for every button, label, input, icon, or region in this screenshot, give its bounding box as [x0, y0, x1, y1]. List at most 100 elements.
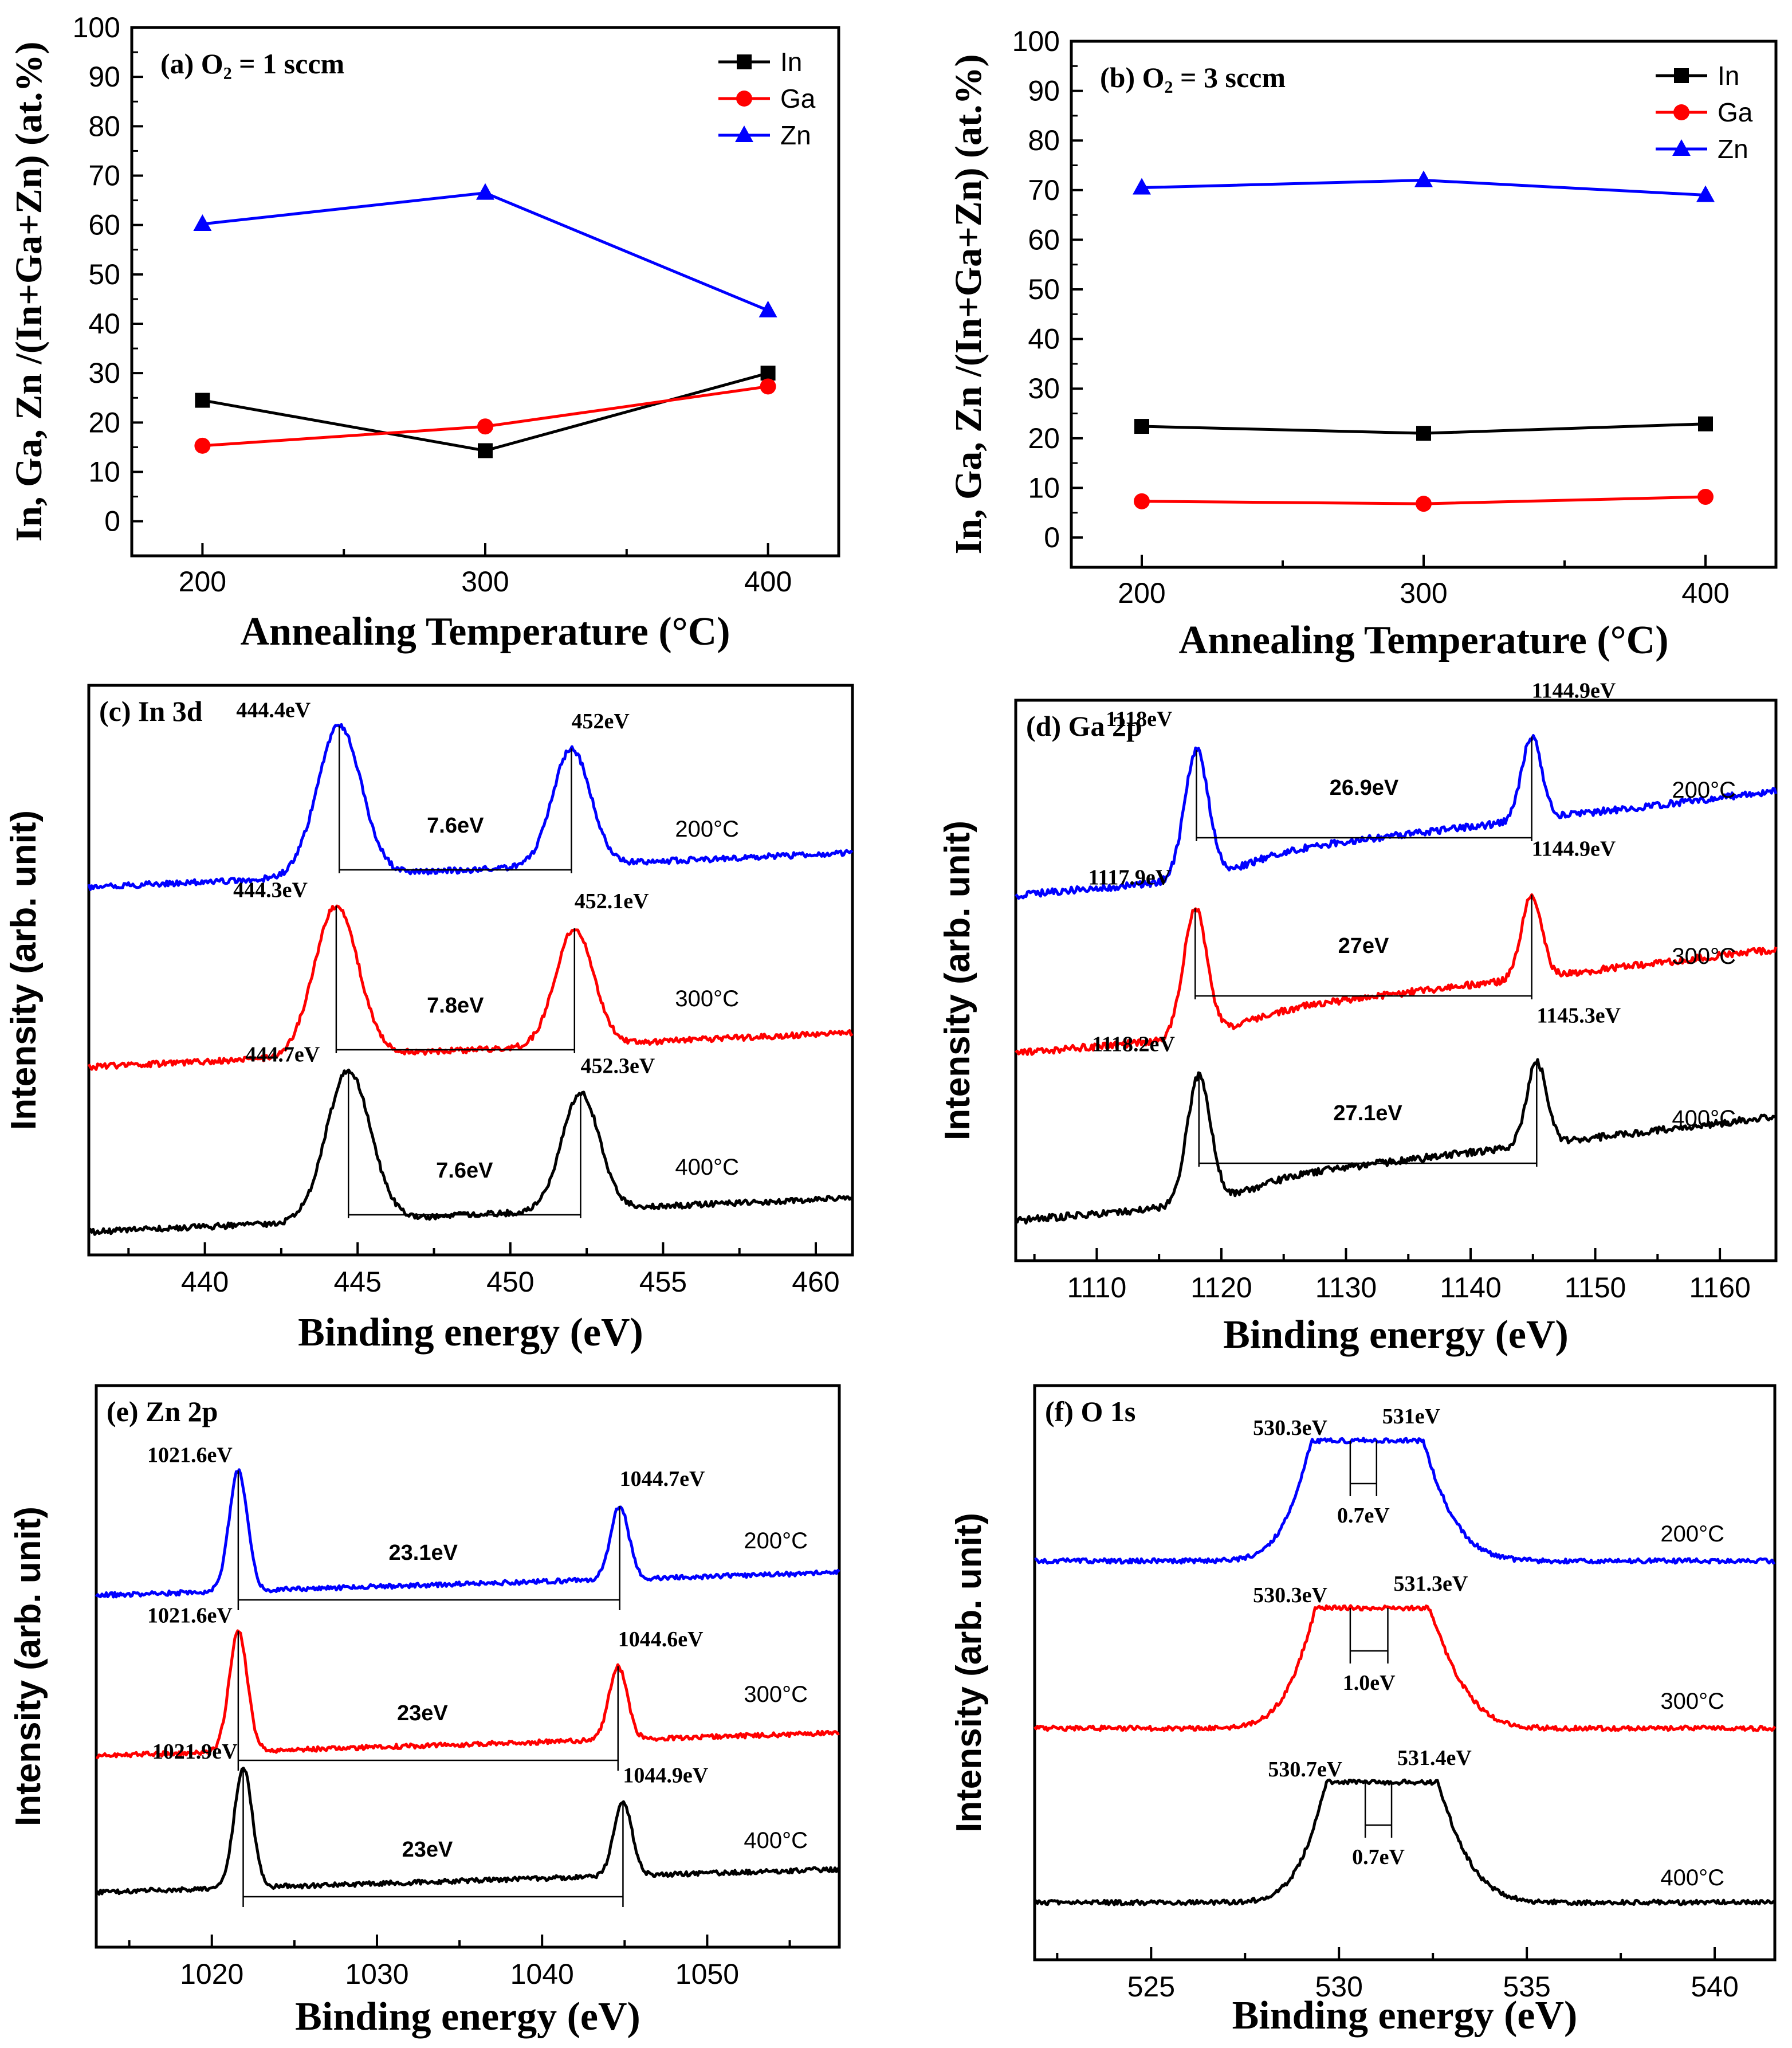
data-point	[1697, 489, 1714, 505]
x-tick-label: 1140	[1440, 1272, 1502, 1304]
y-tick-label: 60	[88, 209, 120, 241]
y-tick-label: 100	[73, 11, 120, 44]
spectrum-300C: 1.0eV 530.3eV 531.3eV 300°C	[1033, 1572, 1777, 1732]
series-in	[195, 366, 776, 458]
data-point	[1133, 178, 1151, 195]
temperature-label: 400°C	[1672, 1106, 1736, 1131]
spectrum-200C: 0.7eV 530.3eV 531eV 200°C	[1034, 1404, 1775, 1565]
data-point	[1134, 419, 1149, 434]
y-tick-label: 90	[1028, 75, 1060, 107]
panel-title: (f) O 1s	[1045, 1395, 1135, 1427]
separation-label: 23eV	[397, 1701, 448, 1725]
legend-label: In	[780, 47, 802, 77]
separation-label: 1.0eV	[1343, 1671, 1396, 1695]
spectrum-200C: 26.9eV 1118eV 1144.9eV 200°C	[1015, 678, 1778, 900]
x-tick-label: 1020	[180, 1958, 243, 1990]
y-axis-label: Intensity (arb. unit)	[938, 821, 977, 1140]
y-axis-label: In, Ga, Zn /(In+Ga+Zn) (at.%)	[948, 54, 989, 555]
data-point	[1698, 416, 1713, 431]
plot-frame	[1014, 699, 1778, 1262]
y-axis-label: Intensity (arb. unit)	[949, 1513, 989, 1833]
y-tick-label: 40	[88, 308, 120, 340]
legend: In Ga Zn	[718, 47, 816, 150]
spectrum-line	[1015, 893, 1778, 1056]
x-tick-label: 300	[1400, 577, 1447, 609]
x-tick-label: 400	[1681, 577, 1729, 609]
x-tick-label: 1130	[1315, 1272, 1377, 1304]
peak-label: 1021.6eV	[147, 1443, 233, 1467]
spectrum-line	[87, 723, 854, 891]
legend-label: In	[1718, 61, 1739, 91]
y-tick-label: 70	[1028, 174, 1060, 206]
peak-label: 1145.3eV	[1536, 1004, 1621, 1028]
separation-label: 23eV	[402, 1838, 453, 1862]
data-point	[1416, 496, 1432, 512]
y-tick-label: 20	[1028, 422, 1060, 454]
legend-marker	[1673, 104, 1689, 120]
y-tick-label: 10	[1028, 472, 1060, 504]
separation-label: 7.8eV	[427, 994, 484, 1018]
x-axis-label: Binding energy (eV)	[298, 1311, 643, 1355]
legend-label: Ga	[1718, 97, 1753, 127]
x-tick-label: 200	[179, 566, 226, 598]
spectrum-300C: 27eV 1117.9eV 1144.9eV 300°C	[1015, 837, 1778, 1056]
series-in	[1134, 416, 1713, 441]
separation-label: 23.1eV	[389, 1541, 458, 1565]
x-tick-label: 445	[333, 1266, 381, 1298]
data-point	[195, 393, 210, 408]
peak-label: 531.3eV	[1393, 1572, 1468, 1596]
y-tick-label: 40	[1028, 323, 1060, 355]
data-point	[759, 300, 777, 317]
data-point	[1134, 493, 1150, 509]
legend-marker	[1672, 139, 1691, 156]
data-point	[194, 437, 211, 454]
temperature-label: 300°C	[1672, 944, 1736, 969]
plot-frame	[95, 1384, 841, 1949]
x-tick-label: 540	[1691, 1971, 1738, 2003]
peak-label: 452.1eV	[575, 889, 649, 913]
separation-label: 7.6eV	[436, 1159, 493, 1183]
legend: In Ga Zn	[1656, 61, 1753, 164]
y-tick-label: 80	[88, 110, 120, 142]
separation-label: 27.1eV	[1333, 1101, 1402, 1125]
panel-a: 0 10 20 30 40 50 60 70 80 90 100 200 300 400 In Ga Zn (a)…	[8, 11, 840, 654]
legend-marker	[736, 91, 752, 107]
panel-title: (d) Ga 2p	[1026, 710, 1142, 742]
spectrum-200C: 7.6eV 444.4eV 452eV 200°C	[87, 698, 854, 891]
separation-label: 27eV	[1338, 934, 1389, 958]
temperature-label: 400°C	[744, 1828, 808, 1853]
spectrum-line	[1014, 1058, 1777, 1225]
x-tick-label: 200	[1118, 577, 1165, 609]
temperature-label: 300°C	[744, 1682, 808, 1707]
spectrum-line	[96, 1629, 840, 1759]
plot-frame	[87, 684, 854, 1257]
peak-label: 1044.9eV	[623, 1764, 708, 1788]
temperature-label: 200°C	[744, 1528, 808, 1553]
temperature-label: 200°C	[1660, 1521, 1724, 1547]
panel-title: (a) O₂ = 1 sccm	[160, 48, 344, 80]
panel-d: 1110 1120 1130 1140 1150 1160 26.9eV 1118eV 1144…	[938, 678, 1778, 1357]
y-tick-label: 0	[104, 505, 120, 537]
x-tick-label: 450	[486, 1266, 534, 1298]
y-tick-label: 60	[1028, 223, 1060, 256]
spectrum-400C: 27.1eV 1118.2eV 1145.3eV 400°C	[1014, 1004, 1777, 1225]
plot-frame	[1070, 40, 1778, 569]
separation-label: 26.9eV	[1330, 776, 1399, 800]
temperature-label: 300°C	[675, 986, 739, 1011]
peak-label: 530.3eV	[1253, 1583, 1327, 1607]
y-tick-label: 50	[88, 258, 120, 291]
panel-title: (c) In 3d	[99, 695, 203, 727]
x-tick-label: 460	[792, 1266, 839, 1298]
temperature-label: 200°C	[675, 817, 739, 842]
spectrum-300C: 7.8eV 444.3eV 452.1eV 300°C	[87, 878, 854, 1071]
x-axis-label: Binding energy (eV)	[1232, 1994, 1578, 2038]
y-tick-label: 20	[88, 406, 120, 438]
series-line	[202, 191, 769, 312]
plot-frame	[1033, 1384, 1777, 1961]
peak-label: 1144.9eV	[1532, 837, 1616, 861]
legend-marker	[1674, 68, 1689, 83]
panel-e: 1020 1030 1040 1050 23.1eV 1021.6eV 1044.7eV 20…	[9, 1384, 841, 2039]
x-tick-label: 1150	[1565, 1272, 1626, 1304]
data-point	[1414, 170, 1433, 187]
data-point	[1416, 426, 1431, 441]
